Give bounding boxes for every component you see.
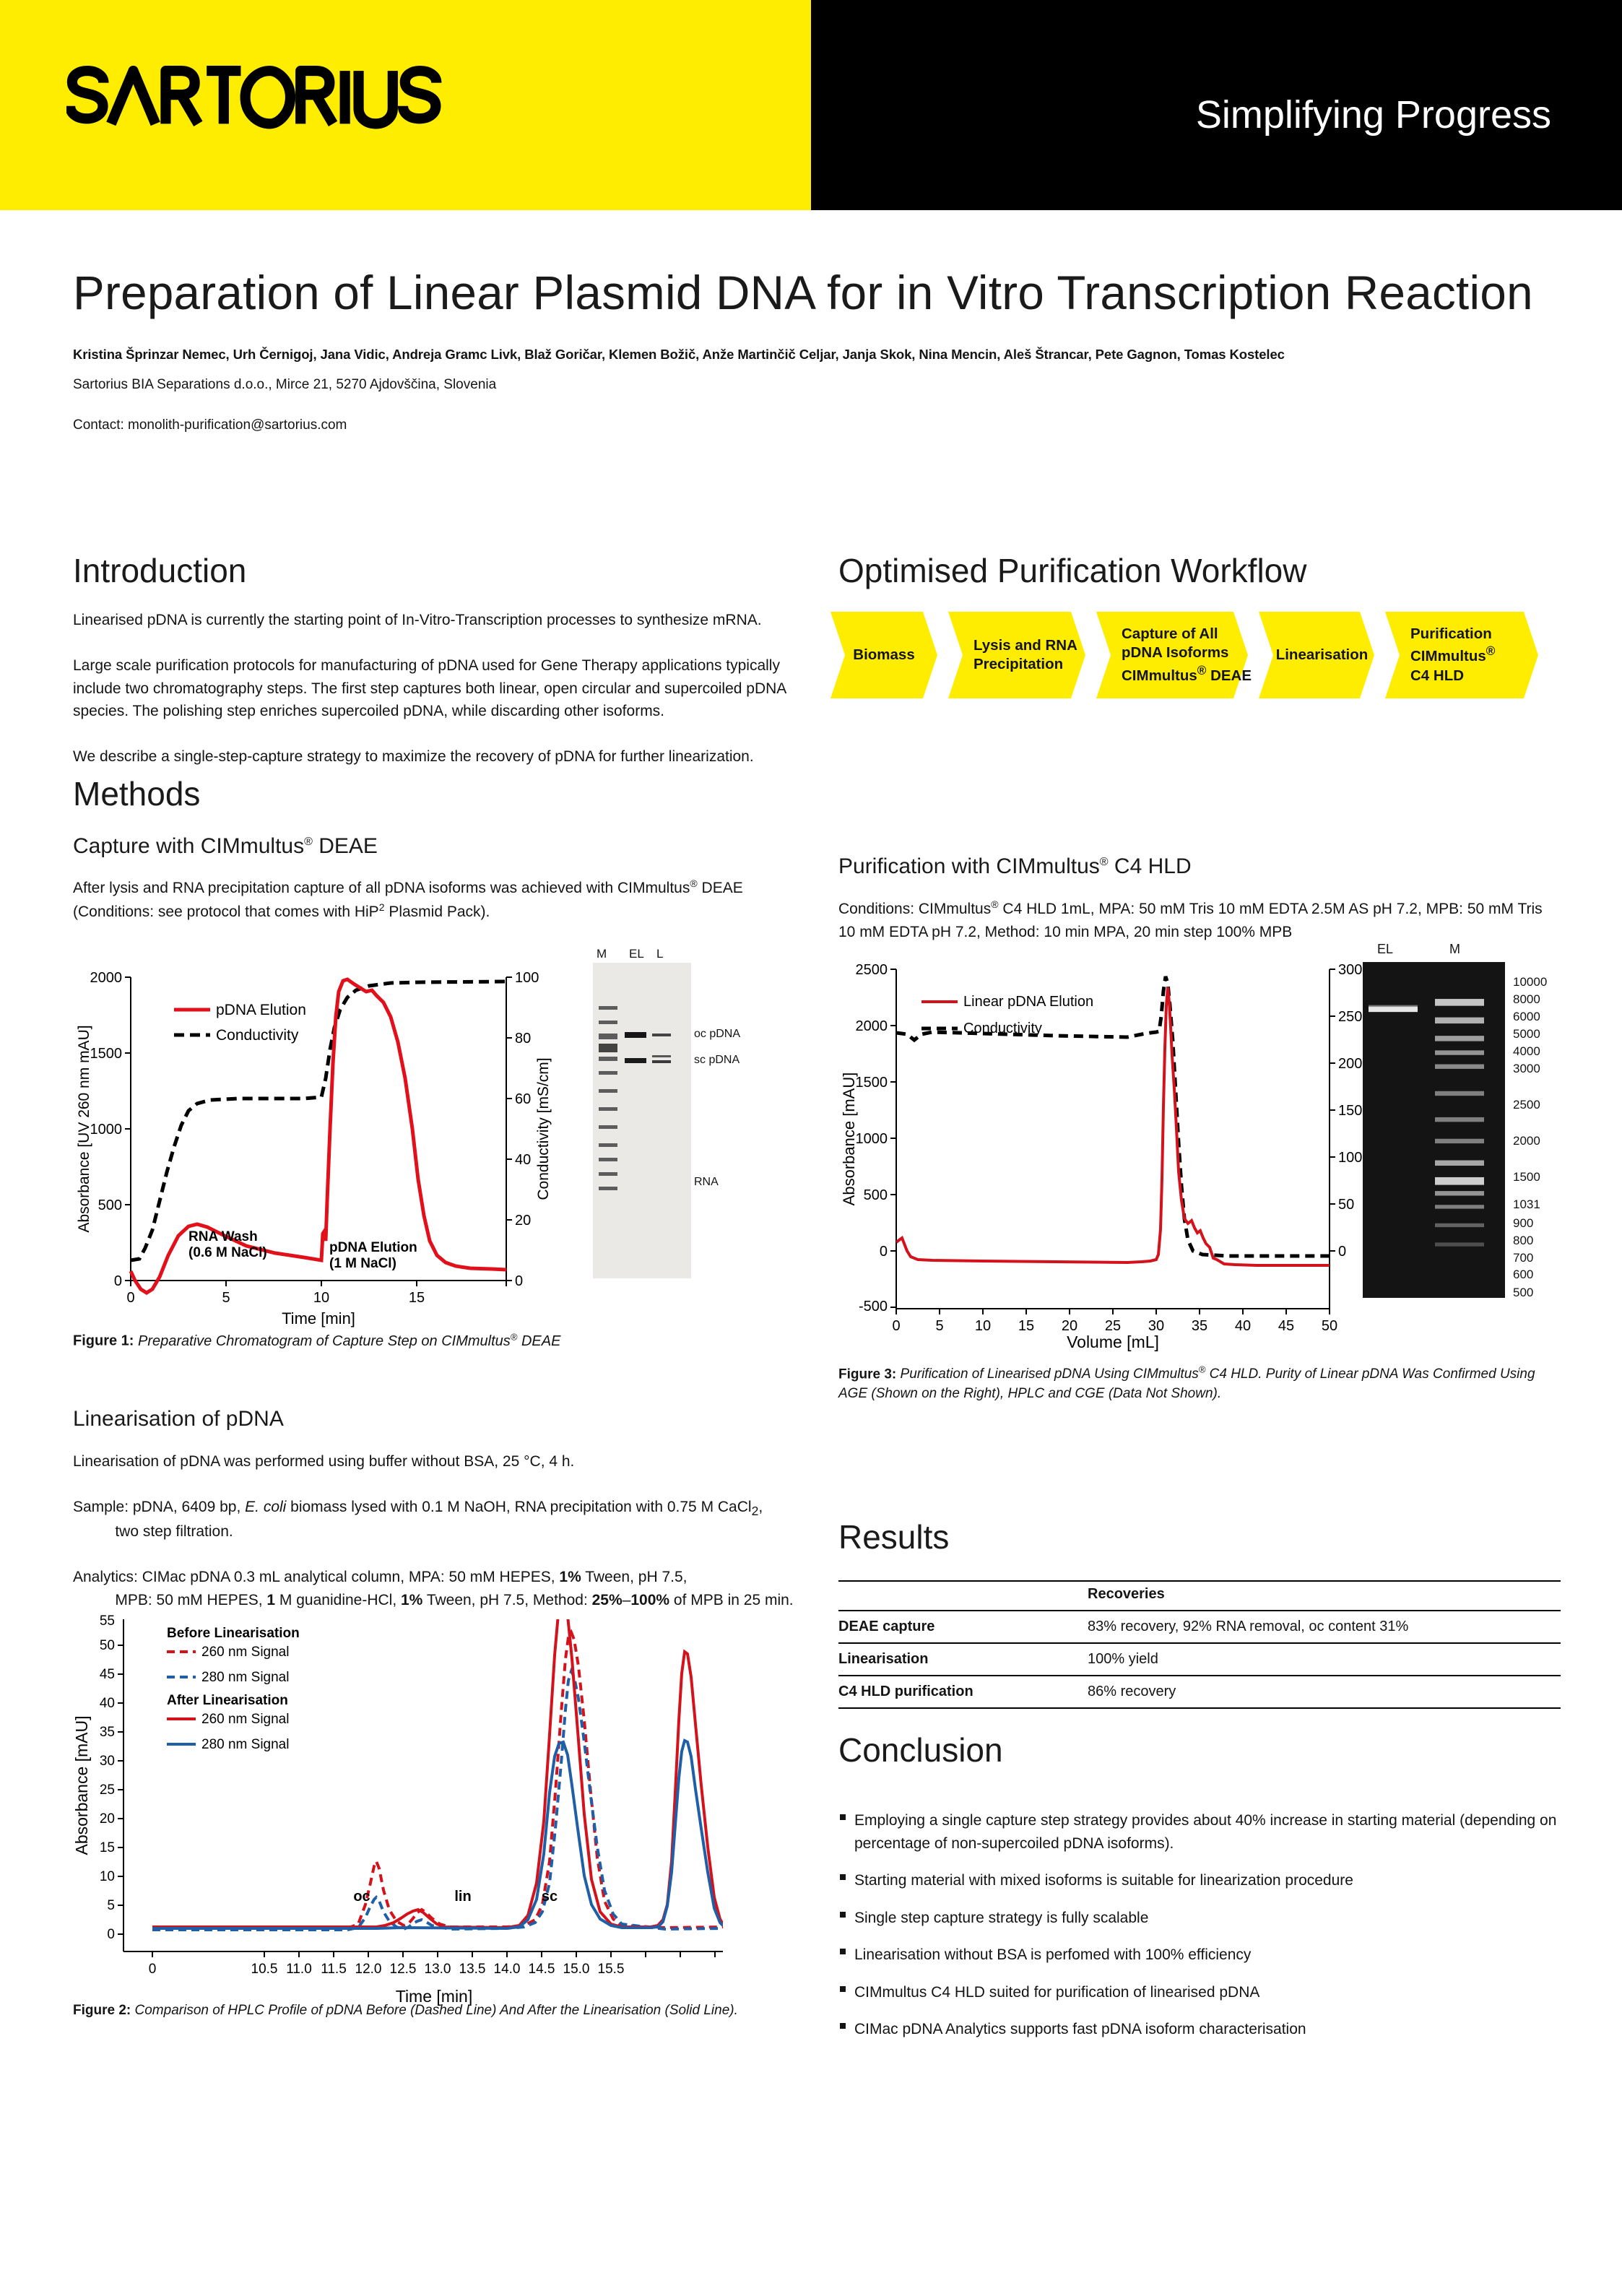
svg-text:15.0: 15.0 xyxy=(563,1962,590,1977)
svg-text:15: 15 xyxy=(409,1290,425,1306)
svg-text:280 nm Signal: 280 nm Signal xyxy=(201,1737,289,1752)
svg-text:oc: oc xyxy=(353,1889,370,1905)
svg-text:0: 0 xyxy=(1338,1244,1346,1260)
svg-text:(0.6 M NaCl): (0.6 M NaCl) xyxy=(188,1245,267,1260)
svg-text:1000: 1000 xyxy=(856,1131,888,1147)
svg-text:100: 100 xyxy=(515,970,539,986)
svg-text:12.0: 12.0 xyxy=(355,1962,382,1977)
svg-text:2000: 2000 xyxy=(856,1018,888,1034)
svg-text:5: 5 xyxy=(222,1290,230,1306)
svg-text:After Linearisation: After Linearisation xyxy=(167,1693,288,1708)
svg-text:0: 0 xyxy=(149,1962,157,1977)
svg-text:60: 60 xyxy=(515,1091,531,1107)
svg-text:40: 40 xyxy=(100,1696,115,1711)
svg-text:1500: 1500 xyxy=(90,1046,123,1062)
svg-text:Linear pDNA Elution: Linear pDNA Elution xyxy=(963,994,1093,1010)
svg-text:280 nm Signal: 280 nm Signal xyxy=(201,1670,289,1685)
svg-text:1500: 1500 xyxy=(856,1075,888,1091)
svg-text:0: 0 xyxy=(126,1290,134,1306)
svg-text:13.5: 13.5 xyxy=(459,1962,486,1977)
svg-text:35: 35 xyxy=(100,1725,115,1740)
svg-text:2500: 2500 xyxy=(856,962,888,978)
svg-text:15: 15 xyxy=(100,1840,115,1855)
svg-text:pDNA Elution: pDNA Elution xyxy=(329,1240,417,1255)
svg-text:Conductivity [mS/cm]: Conductivity [mS/cm] xyxy=(535,1057,552,1200)
svg-text:pDNA Elution: pDNA Elution xyxy=(216,1002,306,1018)
svg-text:80: 80 xyxy=(515,1031,531,1047)
svg-text:250: 250 xyxy=(1338,1009,1362,1025)
svg-text:14.0: 14.0 xyxy=(494,1962,521,1977)
svg-text:30: 30 xyxy=(1148,1318,1164,1334)
svg-text:-500: -500 xyxy=(859,1299,888,1314)
svg-text:10: 10 xyxy=(100,1869,115,1884)
svg-text:200: 200 xyxy=(1338,1056,1362,1072)
svg-text:40: 40 xyxy=(515,1152,531,1168)
svg-text:10: 10 xyxy=(313,1290,329,1306)
svg-text:Absorbance [UV 260 nm mAU]: Absorbance [UV 260 nm mAU] xyxy=(76,1025,92,1232)
svg-text:15: 15 xyxy=(1018,1318,1034,1334)
svg-text:50: 50 xyxy=(1338,1197,1354,1213)
svg-text:0: 0 xyxy=(892,1318,900,1334)
svg-text:45: 45 xyxy=(1278,1318,1294,1334)
svg-text:Volume [mL]: Volume [mL] xyxy=(1067,1333,1159,1351)
svg-text:50: 50 xyxy=(100,1638,115,1653)
svg-text:0: 0 xyxy=(107,1927,115,1942)
svg-text:2000: 2000 xyxy=(90,970,123,986)
svg-text:100: 100 xyxy=(1338,1150,1362,1166)
svg-text:30: 30 xyxy=(100,1754,115,1769)
svg-text:500: 500 xyxy=(864,1187,888,1203)
svg-text:20: 20 xyxy=(1062,1318,1077,1334)
svg-text:12.5: 12.5 xyxy=(390,1962,417,1977)
svg-text:13.0: 13.0 xyxy=(425,1962,451,1977)
svg-text:500: 500 xyxy=(98,1197,122,1213)
svg-text:RNA Wash: RNA Wash xyxy=(188,1229,258,1244)
svg-text:5: 5 xyxy=(935,1318,943,1334)
svg-text:0: 0 xyxy=(515,1273,523,1289)
svg-text:1000: 1000 xyxy=(90,1122,123,1138)
svg-text:25: 25 xyxy=(100,1782,115,1798)
svg-text:55: 55 xyxy=(100,1613,115,1629)
svg-text:20: 20 xyxy=(100,1811,115,1827)
svg-text:25: 25 xyxy=(1105,1318,1121,1334)
svg-text:11.0: 11.0 xyxy=(286,1962,312,1977)
svg-text:45: 45 xyxy=(100,1667,115,1682)
svg-text:10.5: 10.5 xyxy=(251,1962,278,1977)
svg-text:0: 0 xyxy=(880,1244,888,1260)
svg-text:11.5: 11.5 xyxy=(321,1962,347,1977)
svg-text:150: 150 xyxy=(1338,1103,1362,1119)
svg-text:35: 35 xyxy=(1192,1318,1207,1334)
svg-text:sc: sc xyxy=(542,1889,558,1905)
svg-text:15.5: 15.5 xyxy=(598,1962,625,1977)
svg-text:Before Linearisation: Before Linearisation xyxy=(167,1626,300,1641)
svg-text:50: 50 xyxy=(1322,1318,1337,1334)
svg-text:40: 40 xyxy=(1235,1318,1251,1334)
svg-text:(1 M NaCl): (1 M NaCl) xyxy=(329,1256,396,1271)
svg-text:0: 0 xyxy=(114,1273,122,1289)
svg-text:260 nm Signal: 260 nm Signal xyxy=(201,1645,289,1660)
svg-text:10: 10 xyxy=(975,1318,991,1334)
svg-text:Time [min]: Time [min] xyxy=(282,1309,355,1327)
svg-text:5: 5 xyxy=(107,1898,115,1913)
svg-text:Conductivity: Conductivity xyxy=(216,1027,299,1044)
svg-text:Conductivity: Conductivity xyxy=(963,1021,1042,1036)
svg-text:260 nm Signal: 260 nm Signal xyxy=(201,1712,289,1727)
svg-text:14.5: 14.5 xyxy=(529,1962,555,1977)
svg-text:Absorbance [mAU]: Absorbance [mAU] xyxy=(840,1073,858,1206)
svg-text:Absorbance [mAU]: Absorbance [mAU] xyxy=(73,1715,91,1855)
svg-text:lin: lin xyxy=(454,1889,471,1905)
svg-text:20: 20 xyxy=(515,1213,531,1229)
svg-text:300: 300 xyxy=(1338,962,1362,978)
